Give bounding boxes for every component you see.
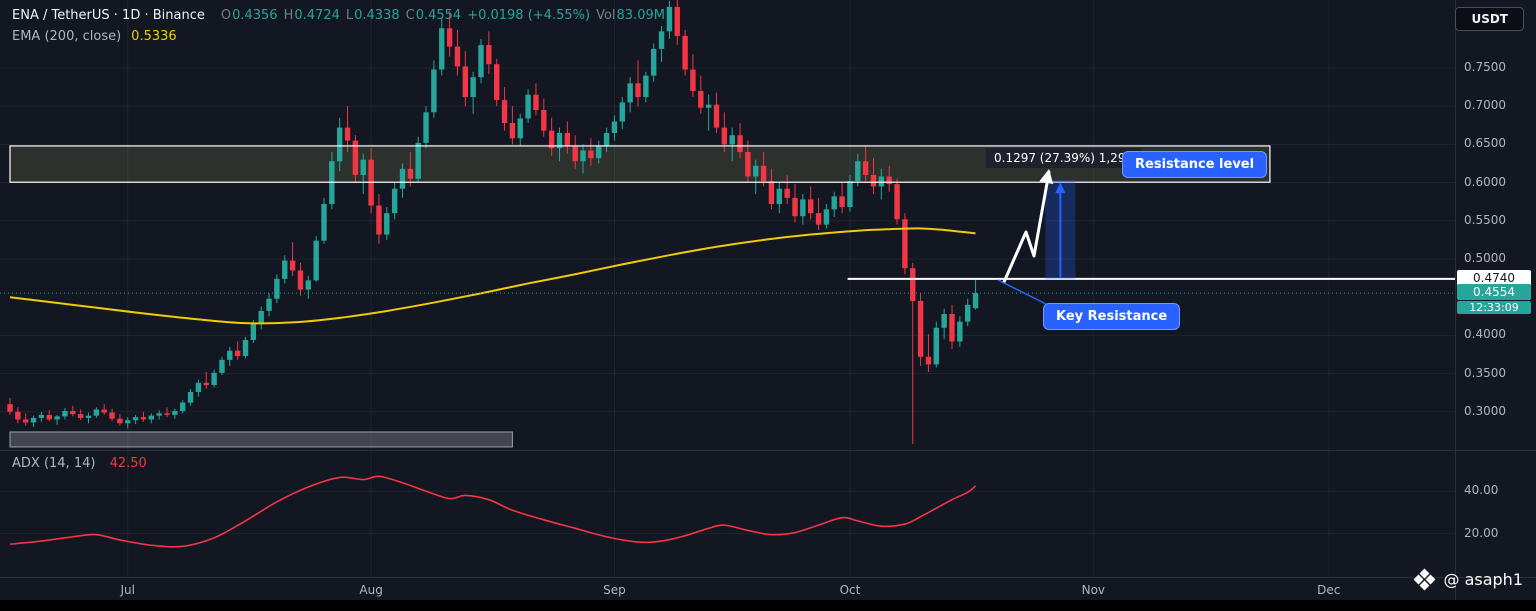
price-axis-label: 0.6500	[1464, 136, 1506, 151]
adx-line	[9, 475, 977, 548]
close-label: C	[405, 8, 415, 23]
bottom-black-bar	[0, 600, 1536, 611]
time-axis-month-label: Nov	[1081, 583, 1106, 597]
resistance-zone-border[interactable]	[9, 145, 1271, 183]
price-axis-label: 0.5500	[1464, 212, 1506, 227]
ema-indicator-label: EMA (200, close)	[12, 29, 122, 44]
price-axis-label: 0.5000	[1464, 251, 1506, 265]
symbol-title: ENA / TetherUS · 1D · Binance	[12, 8, 205, 23]
ema-line	[9, 227, 976, 325]
high-value: 0.4724	[294, 8, 340, 23]
last-price-tag: 0.4554	[1457, 284, 1531, 301]
price-axis-label: 0.4000	[1464, 327, 1506, 342]
badge-connector-line	[997, 279, 1049, 306]
low-label: L	[345, 8, 354, 23]
volume-label: Vol	[596, 8, 616, 23]
adx-indicator-row: ADX (14, 14) 42.50	[12, 456, 147, 471]
adx-indicator-label: ADX (14, 14)	[12, 456, 96, 471]
grid	[0, 0, 1455, 578]
ema-indicator-value: 0.5336	[131, 29, 177, 44]
price-range-measure-label[interactable]: 0.1297 (27.39%) 1,297	[986, 148, 1142, 168]
price-axis-label: 0.7500	[1464, 60, 1506, 74]
key-level-price-tag: 0.4740	[1457, 269, 1531, 286]
high-label: H	[283, 8, 294, 23]
adx-axis-label: 20.00	[1464, 525, 1499, 540]
price-axis-label: 0.3500	[1464, 365, 1506, 380]
symbol-ohlc-row: ENA / TetherUS · 1D · Binance O 0.4356 H…	[12, 8, 665, 23]
price-axis-label: 0.3000	[1464, 403, 1506, 418]
time-axis-month-label: Aug	[359, 583, 383, 597]
drawn-arrow[interactable]	[1002, 170, 1051, 284]
watermark: @ asaph1	[1414, 568, 1523, 591]
price-axis-label: 0.6000	[1464, 174, 1506, 189]
key-resistance-badge[interactable]: Key Resistance	[1043, 303, 1181, 330]
accumulation-box[interactable]	[9, 431, 513, 448]
candle-countdown: 12:33:09	[1457, 301, 1531, 315]
open-label: O	[220, 8, 232, 23]
drawn-arrow-head	[1039, 169, 1054, 185]
low-value: 0.4338	[354, 8, 400, 23]
time-axis-month-label: Sep	[603, 583, 626, 597]
ema-indicator-row: EMA (200, close) 0.5336	[12, 29, 665, 44]
volume-value: 83.09M	[616, 8, 665, 23]
chart-legend: ENA / TetherUS · 1D · Binance O 0.4356 H…	[12, 8, 665, 44]
price-axis-label: 0.7000	[1464, 98, 1506, 113]
adx-axis-label: 40.00	[1464, 483, 1499, 498]
time-axis-month-label: Oct	[839, 583, 861, 597]
change-value: +0.0198 (+4.55%)	[467, 8, 591, 23]
resistance-level-badge[interactable]: Resistance level	[1122, 151, 1268, 178]
currency-toggle-button[interactable]: USDT	[1455, 7, 1524, 31]
time-axis-month-label: Dec	[1317, 583, 1341, 597]
measure-arrow-head	[1055, 182, 1066, 194]
diamond-logo-icon	[1414, 568, 1436, 591]
adx-indicator-value: 42.50	[109, 456, 147, 471]
watermark-handle: @ asaph1	[1443, 570, 1523, 589]
open-value: 0.4356	[232, 8, 278, 23]
candlestick-series	[7, 0, 979, 444]
close-value: 0.4554	[415, 8, 462, 23]
time-axis-month-label: Jul	[120, 583, 135, 597]
